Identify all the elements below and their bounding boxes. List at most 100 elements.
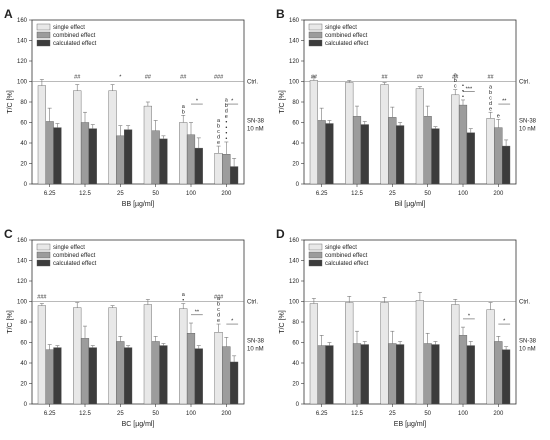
y-axis-label: T/C [%]	[7, 310, 14, 333]
panel-letter: D	[276, 227, 285, 241]
bar	[466, 345, 475, 405]
significance-letter: b	[225, 103, 228, 109]
bar	[116, 341, 125, 405]
bar	[325, 345, 334, 405]
significance-letter: a	[489, 84, 493, 90]
bar	[325, 123, 334, 185]
y-tick-label: 120	[17, 59, 28, 65]
bar	[458, 335, 468, 405]
significance-letter: d	[217, 313, 220, 319]
side-label-line-1: SN-38	[247, 119, 265, 125]
bar	[486, 118, 495, 185]
significance-letter: •	[462, 94, 464, 100]
legend-label: single effect	[325, 245, 357, 251]
significance-letter: •	[462, 88, 464, 94]
significance-letter: e	[497, 113, 500, 119]
y-tick-label: 40	[20, 141, 27, 147]
x-tick-label: 12.5	[79, 191, 91, 197]
significance-letter: e	[225, 114, 228, 120]
y-tick-label: 40	[20, 361, 27, 367]
x-tick-label: 6.25	[316, 191, 328, 197]
y-tick-label: 140	[289, 259, 300, 265]
bar	[222, 346, 231, 405]
bar	[423, 343, 432, 405]
bar	[396, 125, 405, 185]
x-tick-label: 50	[424, 411, 431, 417]
comparison-mark: ***	[466, 86, 473, 92]
significance-letter: c	[454, 84, 457, 90]
significance-letter: e	[217, 140, 220, 146]
legend-label: single effect	[325, 25, 357, 31]
significance-letter: •	[225, 125, 227, 131]
bar	[159, 138, 168, 185]
significance-letter: d	[225, 108, 228, 114]
bar	[345, 82, 354, 185]
significance-mark: ##	[180, 75, 187, 81]
legend-label: calculated effect	[53, 261, 97, 267]
y-tick-label: 140	[17, 259, 28, 265]
y-tick-label: 160	[17, 238, 28, 244]
significance-letter: a	[225, 97, 229, 103]
legend-swatch	[36, 23, 51, 31]
significance-letter: d	[217, 135, 220, 141]
significance-letter: c	[217, 129, 220, 135]
bar	[53, 127, 62, 185]
y-tick-label: 80	[20, 320, 27, 326]
y-tick-label: 100	[289, 300, 300, 306]
y-tick-label: 0	[24, 402, 28, 408]
bar	[88, 128, 97, 185]
bar	[360, 344, 369, 405]
legend-label: combined effect	[53, 253, 96, 259]
bar	[186, 333, 196, 405]
y-tick-label: 0	[296, 402, 300, 408]
legend-label: single effect	[53, 25, 85, 31]
reference-label: Ctrl.	[519, 300, 530, 306]
significance-mark: ##	[74, 75, 81, 81]
legend-label: calculated effect	[325, 261, 369, 267]
bar	[494, 341, 503, 405]
y-tick-label: 0	[24, 182, 28, 188]
x-tick-label: 100	[458, 191, 469, 197]
bar	[37, 85, 46, 185]
bar	[431, 128, 440, 185]
bar	[108, 90, 117, 185]
comparison-mark: *	[231, 99, 234, 105]
bar	[360, 124, 369, 185]
side-label-line-1: SN-38	[247, 339, 265, 345]
legend-swatch	[36, 31, 51, 39]
significance-mark: ##	[417, 75, 424, 81]
y-tick-label: 100	[17, 80, 28, 86]
bar	[116, 135, 125, 185]
significance-letter: a	[454, 73, 458, 79]
bar	[143, 105, 152, 185]
panel-letter: A	[4, 7, 13, 21]
x-tick-label: 12.5	[79, 411, 91, 417]
significance-letter: e	[489, 106, 492, 112]
significance-letter: b	[217, 124, 220, 130]
y-tick-label: 120	[289, 59, 300, 65]
bar	[124, 347, 133, 405]
bar	[458, 104, 468, 185]
bar	[108, 307, 117, 405]
y-tick-label: 160	[17, 18, 28, 24]
significance-mark: ##	[145, 75, 152, 81]
x-tick-label: 12.5	[351, 191, 363, 197]
significance-letter: •	[225, 130, 227, 136]
side-label-line-2: 10 nM	[519, 347, 536, 353]
significance-letter: d	[489, 101, 492, 107]
bar	[151, 341, 160, 405]
bar	[45, 349, 54, 405]
bar	[214, 153, 223, 185]
comparison-mark: *	[231, 319, 234, 325]
legend-swatch	[308, 251, 323, 259]
bar	[179, 122, 188, 185]
x-tick-label: 50	[152, 191, 159, 197]
bar	[494, 127, 503, 185]
y-tick-label: 120	[17, 279, 28, 285]
y-tick-label: 60	[20, 121, 27, 127]
bar	[222, 154, 231, 185]
bar	[388, 343, 397, 405]
bar	[309, 303, 318, 405]
y-tick-label: 20	[292, 162, 299, 168]
